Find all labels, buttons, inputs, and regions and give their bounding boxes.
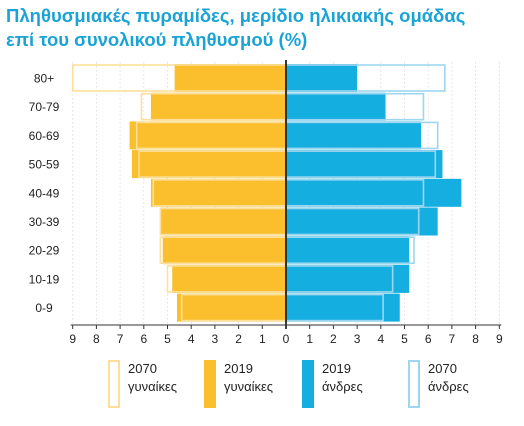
legend-label-group: άνδρες: [322, 379, 363, 394]
x-tick-label: 8: [472, 332, 479, 346]
x-tick-label: 7: [449, 332, 456, 346]
x-tick-label: 5: [401, 332, 408, 346]
age-group-label: 0-9: [35, 301, 53, 315]
x-tick-label: 4: [377, 332, 384, 346]
legend-label-year: 2019: [322, 361, 351, 376]
x-tick-label: 9: [69, 332, 76, 346]
age-group-label: 10-19: [29, 272, 60, 286]
legend-label-group: γυναίκες: [128, 379, 178, 394]
chart-title-line-2: επί του συνολικού πληθυσμού (%): [6, 29, 308, 50]
chart-title: Πληθυσμιακές πυραμίδες, μερίδιο ηλικιακή…: [6, 4, 520, 52]
x-tick-label: 3: [212, 332, 219, 346]
legend-item-male-2070: 2070 άνδρες: [408, 360, 469, 408]
population-pyramid-chart: 80+ 70-79 60-69 50-59 40-49 30-39 20-29 10-19 0-…: [29, 60, 503, 346]
age-group-label: 70-79: [29, 100, 60, 114]
bar-male-2019: [286, 92, 386, 121]
bar-female-2019: [129, 121, 286, 150]
bar-male-2019: [286, 264, 410, 293]
legend-item-female-2019: 2019 γυναίκες: [204, 360, 273, 408]
x-tick-label: 2: [235, 332, 242, 346]
bar-female-2019: [150, 178, 286, 207]
bar-male-2019: [286, 178, 462, 207]
legend-swatch-male-2019: [302, 360, 314, 408]
x-tick-label: 3: [354, 332, 361, 346]
legend-label-year: 2019: [224, 361, 253, 376]
legend-item-female-2070: 2070 γυναίκες: [108, 360, 177, 408]
x-tick-label: 4: [188, 332, 195, 346]
chart-legend: 2070 γυναίκες 2019 γυναίκες 2019 άνδρες …: [0, 360, 524, 410]
age-group-label: 50-59: [29, 158, 60, 172]
x-tick-label: 8: [93, 332, 100, 346]
bar-female-2019: [172, 264, 286, 293]
x-tick-label: 1: [259, 332, 266, 346]
x-tick-label: 0: [283, 332, 290, 346]
chart-title-line-1: Πληθυσμιακές πυραμίδες, μερίδιο ηλικιακή…: [6, 5, 466, 26]
x-tick-label: 9: [496, 332, 503, 346]
x-tick-label: 5: [164, 332, 171, 346]
legend-swatch-male-2070: [408, 360, 420, 408]
legend-label-group: άνδρες: [428, 379, 469, 394]
legend-item-male-2019: 2019 άνδρες: [302, 360, 363, 408]
bar-female-2019: [162, 236, 286, 265]
bar-male-2019: [286, 150, 443, 179]
bar-female-2019: [131, 150, 286, 179]
age-group-label: 40-49: [29, 186, 60, 200]
bar-female-2019: [160, 207, 286, 236]
bar-male-2019: [286, 293, 400, 322]
x-tick-label: 1: [306, 332, 313, 346]
bar-male-2019: [286, 121, 422, 150]
age-group-label: 80+: [34, 72, 54, 86]
x-tick-label: 6: [140, 332, 147, 346]
bar-female-2019: [176, 293, 286, 322]
age-group-label: 20-29: [29, 244, 60, 258]
legend-label-year: 2070: [428, 361, 457, 376]
legend-label-group: γυναίκες: [224, 379, 274, 394]
age-group-label: 60-69: [29, 129, 60, 143]
bar-male-2019: [286, 236, 410, 265]
age-group-label: 30-39: [29, 215, 60, 229]
x-tick-label: 6: [425, 332, 432, 346]
legend-swatch-female-2019: [204, 360, 216, 408]
bar-female-2019: [174, 64, 286, 92]
legend-label-year: 2070: [128, 361, 157, 376]
bar-male-2019: [286, 64, 358, 92]
legend-swatch-female-2070: [108, 360, 120, 408]
x-tick-label: 2: [330, 332, 337, 346]
bar-female-2019: [150, 92, 286, 121]
bar-male-2019: [286, 207, 438, 236]
x-tick-label: 7: [117, 332, 124, 346]
